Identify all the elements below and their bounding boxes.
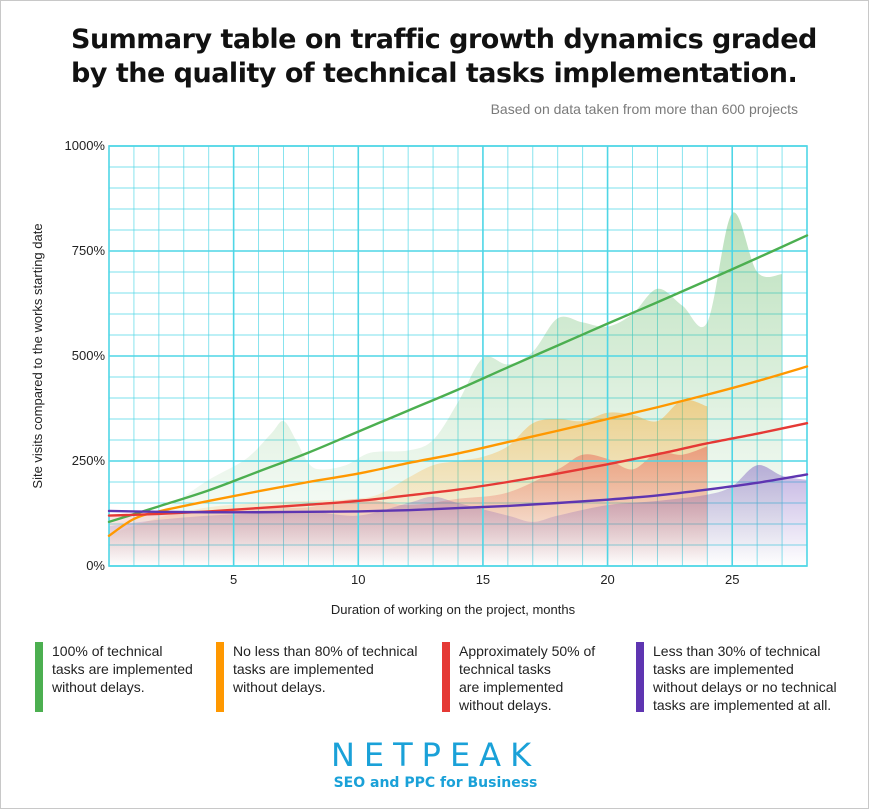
legend-text: Less than 30% of technical tasks are imp… (653, 642, 837, 714)
legend-line: Approximately 50% of (459, 643, 596, 659)
legend-line: Less than 30% of technical (653, 643, 821, 659)
x-tick-label: 20 (600, 572, 614, 587)
legend-line: are implemented (459, 679, 564, 695)
series-line-4 (107, 473, 809, 514)
brand-logo: NETPEAK (330, 736, 541, 774)
legend-color-bar (216, 642, 224, 712)
title-line-1: Summary table on traffic growth dynamics… (71, 24, 817, 55)
legend-text: No less than 80% of technical tasks are … (233, 642, 417, 712)
title-line-2: by the quality of technical tasks implem… (71, 58, 798, 89)
series-area-4 (109, 464, 807, 566)
y-tick-label: 500% (72, 348, 106, 363)
page-title: Summary table on traffic growth dynamics… (71, 23, 831, 91)
legend-item-4: Less than 30% of technical tasks are imp… (636, 642, 864, 714)
legend-line: without delays or no technical (653, 679, 837, 695)
y-axis-ticks: 0% 250% 500% 750% 1000% (65, 138, 106, 573)
y-tick-label: 750% (72, 243, 106, 258)
x-tick-label: 5 (230, 572, 237, 587)
legend-item-1: 100% of technical tasks are implemented … (35, 642, 215, 712)
brand-footer: NETPEAK SEO and PPC for Business (1, 736, 868, 791)
legend-line: without delays. (52, 679, 145, 695)
legend-item-3: Approximately 50% of technical tasks are… (442, 642, 632, 714)
x-tick-label: 15 (476, 572, 490, 587)
legend-line: No less than 80% of technical (233, 643, 418, 659)
legend-color-bar (35, 642, 43, 712)
legend-line: technical tasks (459, 661, 551, 677)
x-tick-label: 25 (725, 572, 739, 587)
series-line-2 (107, 365, 809, 537)
series-line-1 (107, 234, 809, 524)
series-areas (109, 212, 807, 566)
subtitle: Based on data taken from more than 600 p… (490, 101, 798, 117)
legend-color-bar (636, 642, 644, 712)
legend-text: Approximately 50% of technical tasks are… (459, 642, 595, 714)
series-line-3 (107, 422, 809, 517)
y-tick-label: 0% (86, 558, 105, 573)
y-tick-label: 250% (72, 453, 106, 468)
legend-line: without delays. (233, 679, 326, 695)
legend-line: tasks are implemented at all. (653, 697, 832, 713)
y-axis-label: Site visits compared to the works starti… (30, 223, 45, 488)
y-tick-label: 1000% (65, 138, 106, 153)
legend-item-2: No less than 80% of technical tasks are … (216, 642, 441, 712)
x-tick-label: 10 (351, 572, 365, 587)
legend-line: tasks are implemented (653, 661, 794, 677)
brand-tagline: SEO and PPC for Business (333, 775, 538, 791)
grid-major (108, 145, 808, 567)
plot-border (108, 145, 808, 567)
x-axis-ticks: 5 10 15 20 25 (230, 572, 739, 587)
legend-line: without delays. (459, 697, 552, 713)
series-trend-lines (107, 234, 809, 537)
traffic-growth-chart: 0% 250% 500% 750% 1000% 5 10 15 20 25 Site visit… (30, 138, 809, 617)
legend-line: 100% of technical (52, 643, 163, 659)
legend-line: tasks are implemented (52, 661, 193, 677)
legend-color-bar (442, 642, 450, 712)
legend-text: 100% of technical tasks are implemented … (52, 642, 193, 712)
legend-line: tasks are implemented (233, 661, 374, 677)
x-axis-label: Duration of working on the project, mont… (331, 602, 576, 617)
